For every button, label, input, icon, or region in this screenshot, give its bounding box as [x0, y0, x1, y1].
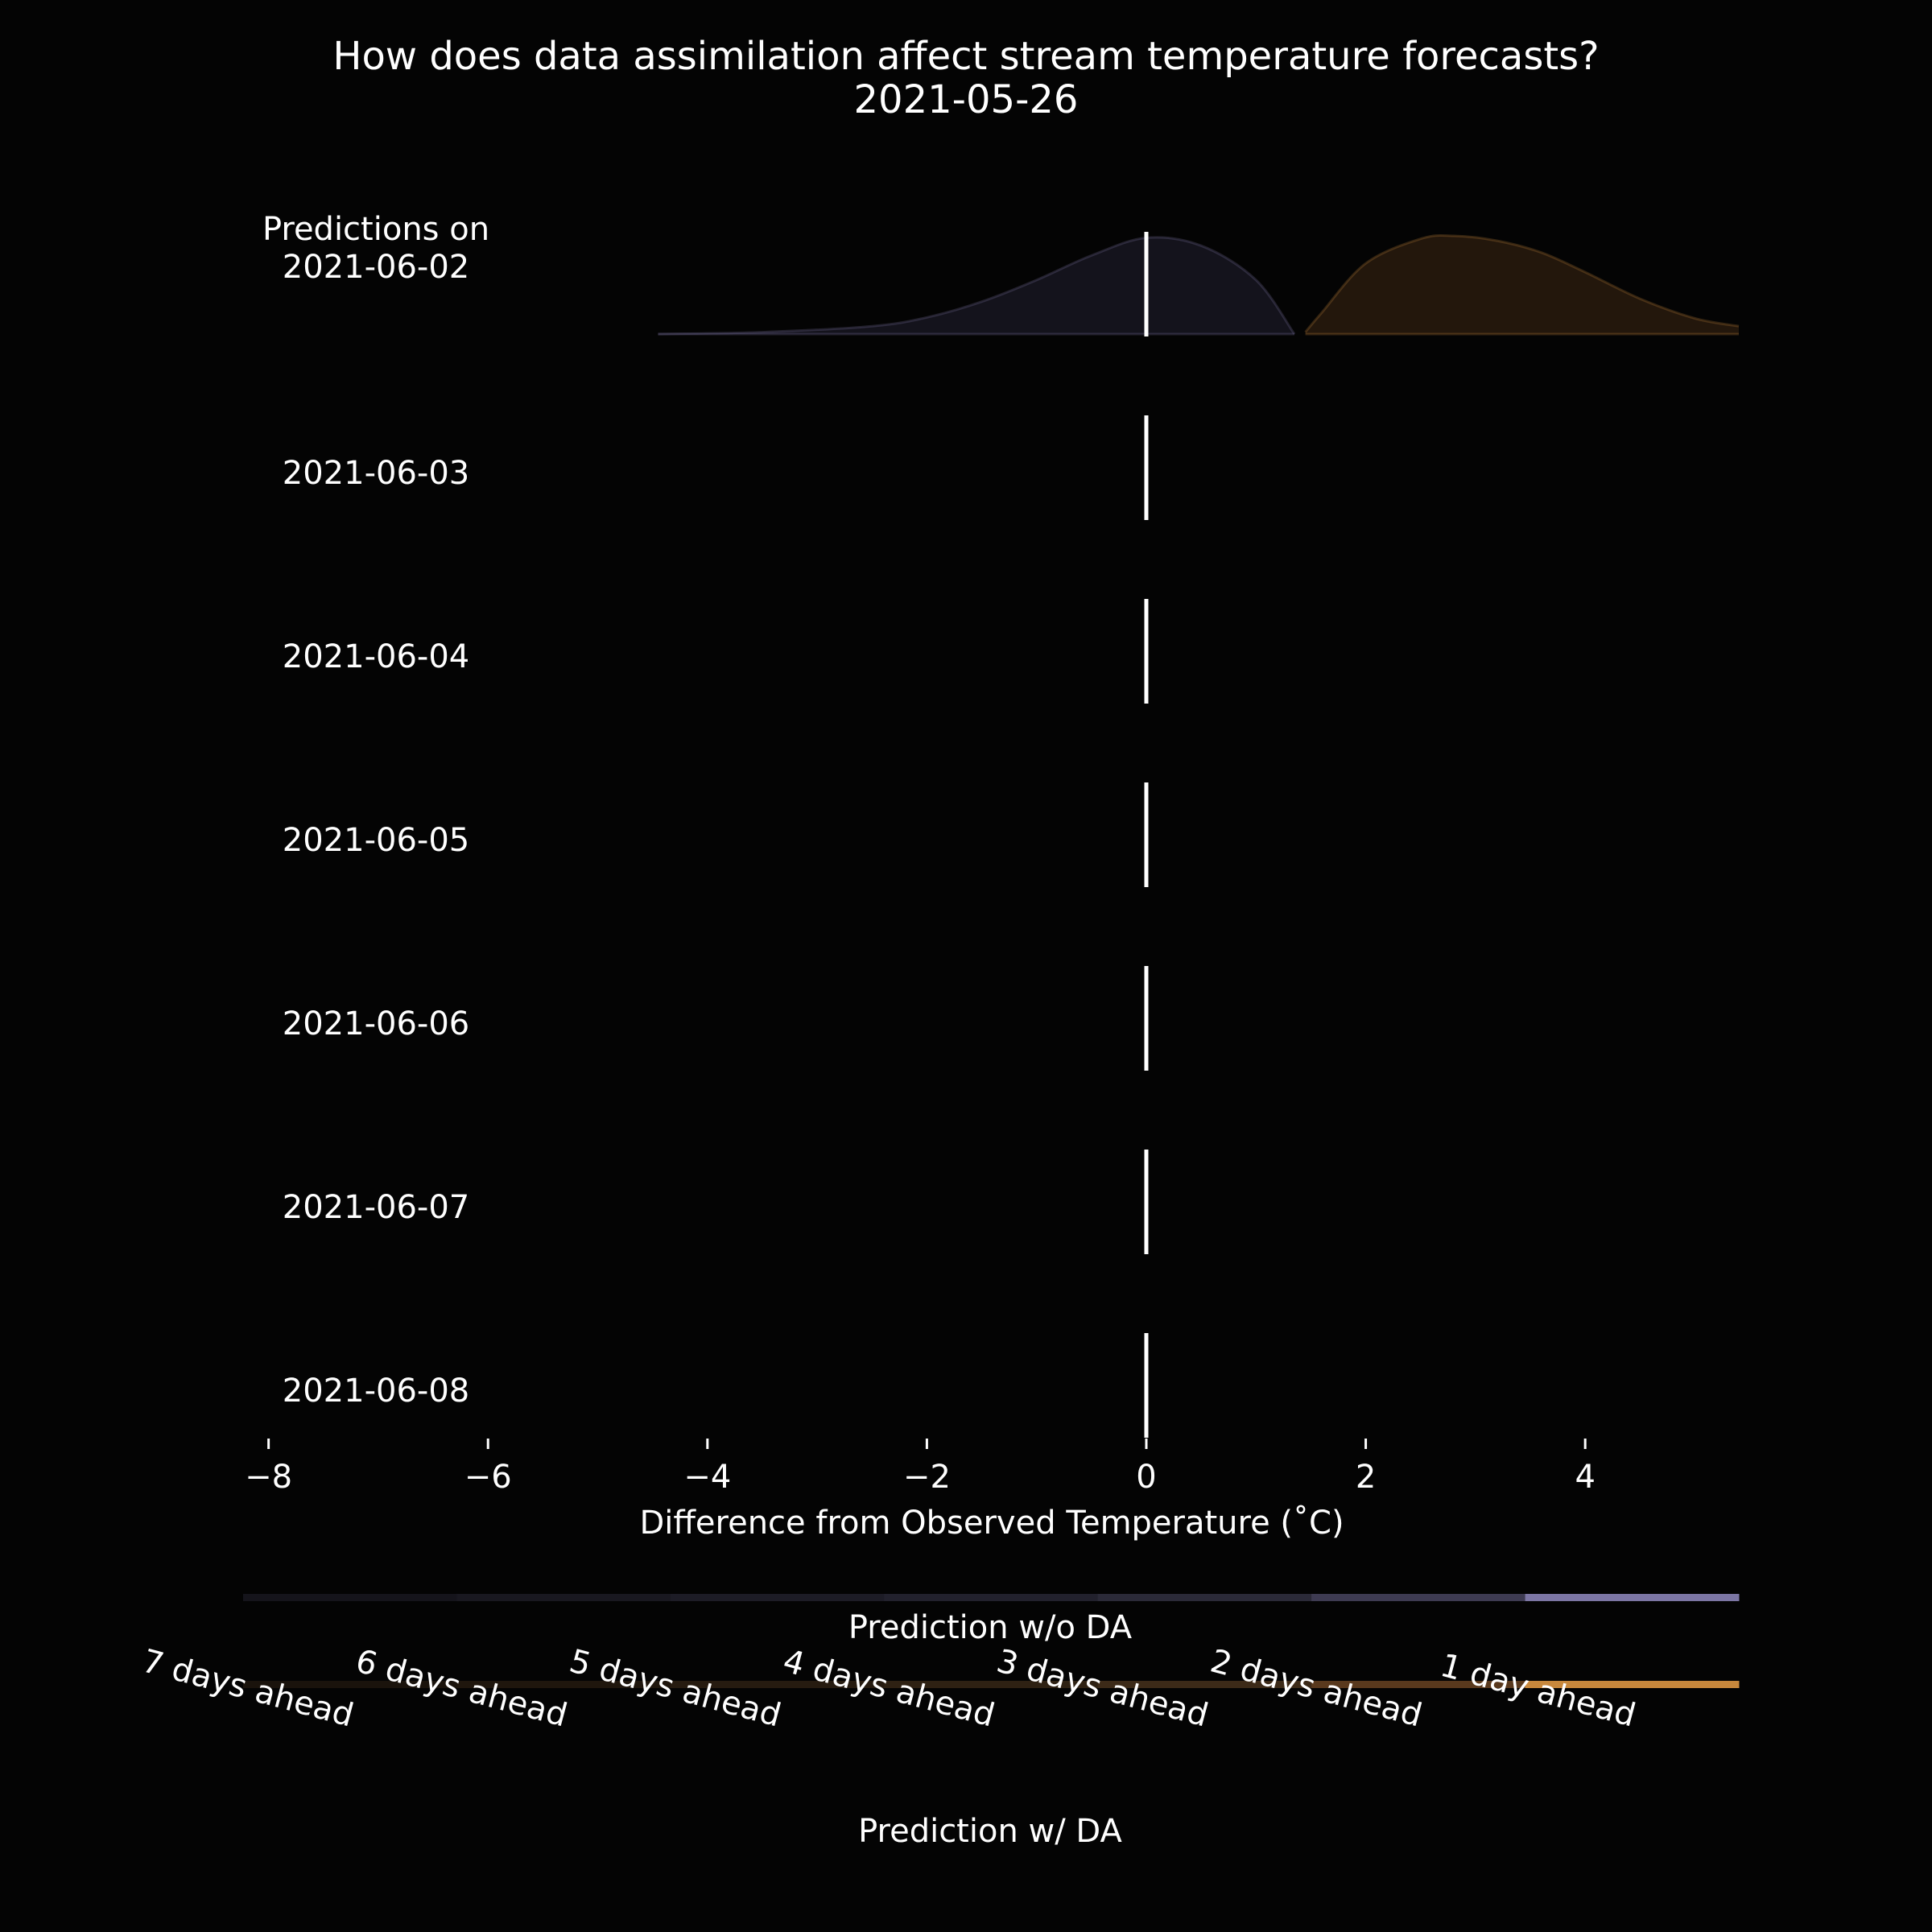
- legend-swatch-no-da: [1311, 1594, 1525, 1601]
- row-label: 2021-06-07: [283, 1189, 469, 1226]
- x-tick-label: −8: [245, 1459, 292, 1496]
- row-label: 2021-06-08: [283, 1373, 469, 1410]
- density-line: [658, 236, 1296, 336]
- legend-swatch-da: [243, 1681, 457, 1688]
- legend-swatch-no-da: [670, 1594, 885, 1601]
- x-tick-label: 2: [1356, 1459, 1376, 1496]
- legend-swatch-da: [1525, 1681, 1740, 1688]
- legend-swatch-no-da: [1525, 1594, 1740, 1601]
- x-axis-label: Difference from Observed Temperature (˚C…: [639, 1505, 1344, 1542]
- legend-swatch-no-da: [456, 1594, 671, 1601]
- legend-swatch-da: [1097, 1681, 1312, 1688]
- legend-swatch-da: [884, 1681, 1099, 1688]
- x-tick-label: −2: [903, 1459, 951, 1496]
- row-label: 2021-06-05: [283, 822, 469, 859]
- density-curves: [658, 233, 1740, 336]
- legend-swatch-no-da: [884, 1594, 1099, 1601]
- legend-swatch-no-da: [243, 1594, 457, 1601]
- x-tick-label: −6: [464, 1459, 512, 1496]
- row-label: 2021-06-02: [283, 249, 469, 286]
- legend-swatch-da: [456, 1681, 671, 1688]
- row-header: Predictions on: [262, 211, 489, 248]
- row-label: 2021-06-06: [283, 1005, 469, 1042]
- legend-swatch-no-da: [1097, 1594, 1312, 1601]
- legend-label-da: Prediction w/ DA: [858, 1813, 1122, 1850]
- x-tick-label: −4: [683, 1459, 731, 1496]
- density-fill: [658, 237, 1294, 334]
- x-tick-label: 4: [1575, 1459, 1595, 1496]
- legend-swatch-da: [670, 1681, 885, 1688]
- x-tick-label: 0: [1136, 1459, 1156, 1496]
- row-label: 2021-06-04: [283, 638, 469, 675]
- chart-subtitle: 2021-05-26: [854, 77, 1079, 122]
- legend-bar-da: [243, 1681, 1740, 1688]
- density-fill: [1305, 235, 1739, 334]
- row-label: 2021-06-03: [283, 455, 469, 492]
- x-axis: −8 −6 −4 −2 0 2 4: [245, 1439, 1596, 1496]
- legend-swatch-da: [1311, 1681, 1525, 1688]
- legend-bar-no-da: [243, 1594, 1740, 1601]
- legend-label-no-da: Prediction w/o DA: [848, 1609, 1133, 1646]
- chart-title: How does data assimilation affect stream…: [332, 34, 1599, 79]
- density-line: [1304, 233, 1740, 333]
